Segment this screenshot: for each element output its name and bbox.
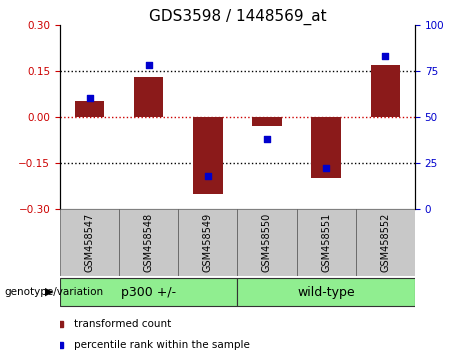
Bar xyxy=(119,209,178,276)
Point xyxy=(263,136,271,142)
Text: GSM458550: GSM458550 xyxy=(262,213,272,272)
Point xyxy=(145,62,152,68)
Bar xyxy=(296,209,356,276)
Point xyxy=(86,96,93,101)
Bar xyxy=(237,278,415,306)
Bar xyxy=(311,117,341,178)
Text: GSM458547: GSM458547 xyxy=(84,213,95,272)
Bar xyxy=(252,117,282,126)
Text: p300 +/-: p300 +/- xyxy=(121,286,176,298)
Text: genotype/variation: genotype/variation xyxy=(5,287,104,297)
Bar xyxy=(371,65,400,117)
Text: GSM458552: GSM458552 xyxy=(380,213,390,272)
Text: GSM458548: GSM458548 xyxy=(144,213,154,272)
Bar xyxy=(193,117,223,194)
Point xyxy=(204,173,212,178)
Text: ▶: ▶ xyxy=(45,287,53,297)
Point xyxy=(322,166,330,171)
Text: transformed count: transformed count xyxy=(74,319,171,329)
Bar xyxy=(356,209,415,276)
Bar xyxy=(178,209,237,276)
Text: GSM458549: GSM458549 xyxy=(203,213,213,272)
Bar xyxy=(60,278,237,306)
Bar xyxy=(75,102,104,117)
Text: percentile rank within the sample: percentile rank within the sample xyxy=(74,340,250,350)
Bar xyxy=(134,77,164,117)
Point xyxy=(382,53,389,59)
Text: wild-type: wild-type xyxy=(297,286,355,298)
Title: GDS3598 / 1448569_at: GDS3598 / 1448569_at xyxy=(148,8,326,25)
Bar xyxy=(237,209,296,276)
Bar xyxy=(60,209,119,276)
Text: GSM458551: GSM458551 xyxy=(321,213,331,272)
